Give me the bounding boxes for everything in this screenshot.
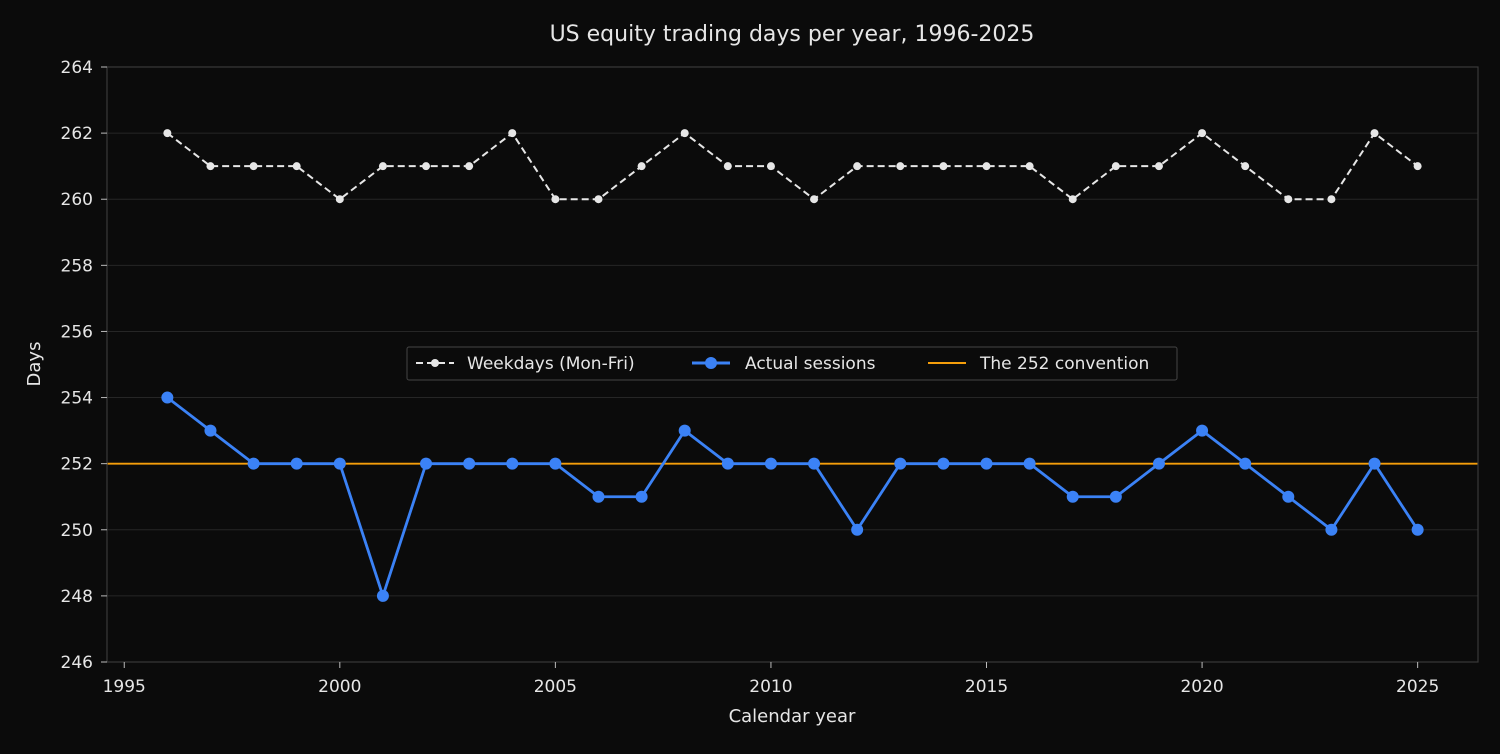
data-point-actual-sessions <box>980 457 993 470</box>
x-tick-label: 1995 <box>103 677 146 697</box>
data-point-actual-sessions <box>290 457 303 470</box>
data-point-actual-sessions <box>1066 490 1079 503</box>
data-point-weekdays <box>723 162 732 171</box>
x-tick-label: 2010 <box>749 677 792 697</box>
x-tick-label: 2015 <box>965 677 1008 697</box>
y-axis-label: Days <box>24 342 45 387</box>
data-point-actual-sessions <box>937 457 950 470</box>
series-line-actual-sessions <box>166 396 1419 598</box>
data-point-weekdays <box>982 162 991 171</box>
data-point-weekdays <box>335 195 344 204</box>
x-tick-label: 2005 <box>534 677 577 697</box>
legend-box <box>406 346 1178 381</box>
data-point-actual-sessions <box>721 457 734 470</box>
data-point-weekdays <box>1241 162 1250 171</box>
data-point-actual-sessions <box>635 490 648 503</box>
data-point-weekdays <box>1025 162 1034 171</box>
y-tick-label: 252 <box>61 455 93 475</box>
y-axis: 246 248 250 252 254 256 258 260 262 264 <box>61 58 107 673</box>
data-point-weekdays <box>939 162 948 171</box>
data-point-actual-sessions <box>1152 457 1165 470</box>
data-point-weekdays <box>422 162 431 171</box>
y-tick-label: 258 <box>61 256 93 276</box>
data-point-actual-sessions <box>204 424 217 437</box>
data-point-actual-sessions <box>506 457 519 470</box>
y-tick-label: 264 <box>61 58 93 78</box>
data-point-actual-sessions <box>1282 490 1295 503</box>
data-point-weekdays <box>1284 195 1293 204</box>
x-tick-label: 2020 <box>1180 677 1223 697</box>
data-point-actual-sessions <box>851 523 864 536</box>
legend-label-weekdays: Weekdays (Mon-Fri) <box>467 354 635 374</box>
data-point-weekdays <box>378 162 387 171</box>
data-point-weekdays <box>766 162 775 171</box>
data-point-actual-sessions <box>1411 523 1424 536</box>
data-point-actual-sessions <box>894 457 907 470</box>
data-point-actual-sessions <box>1196 424 1209 437</box>
data-point-actual-sessions <box>549 457 562 470</box>
series-layer <box>161 129 1424 602</box>
data-point-weekdays <box>1198 129 1207 138</box>
data-point-actual-sessions <box>764 457 777 470</box>
x-tick-label: 2025 <box>1396 677 1439 697</box>
data-point-actual-sessions <box>376 589 389 602</box>
plot-frame <box>106 66 1479 663</box>
data-point-actual-sessions <box>161 391 174 404</box>
y-tick-label: 262 <box>61 124 93 144</box>
y-tick-label: 248 <box>61 587 93 607</box>
y-tick-label: 250 <box>61 521 93 541</box>
x-axis-label: Calendar year <box>729 706 856 727</box>
y-tick-label: 256 <box>61 322 93 342</box>
data-point-weekdays <box>1111 162 1120 171</box>
data-point-actual-sessions <box>678 424 691 437</box>
chart-title: US equity trading days per year, 1996-20… <box>550 22 1035 47</box>
data-point-actual-sessions <box>1239 457 1252 470</box>
data-point-weekdays <box>1413 162 1422 171</box>
data-point-weekdays <box>551 195 560 204</box>
legend: Weekdays (Mon-Fri) Actual sessions The 2… <box>406 346 1178 381</box>
data-point-weekdays <box>1068 195 1077 204</box>
data-point-actual-sessions <box>808 457 821 470</box>
legend-label-252: The 252 convention <box>979 354 1149 374</box>
legend-marker-weekdays-point <box>431 359 439 367</box>
y-tick-label: 260 <box>61 190 93 210</box>
data-point-weekdays <box>465 162 474 171</box>
data-point-weekdays <box>206 162 215 171</box>
series-line-weekdays <box>166 132 1419 201</box>
data-point-actual-sessions <box>592 490 605 503</box>
data-point-weekdays <box>249 162 258 171</box>
data-point-actual-sessions <box>1325 523 1338 536</box>
data-point-actual-sessions <box>1109 490 1122 503</box>
data-point-weekdays <box>896 162 905 171</box>
x-axis: 1995 2000 2005 2010 2015 2020 2025 <box>103 662 1439 697</box>
data-point-weekdays <box>853 162 862 171</box>
data-point-actual-sessions <box>333 457 346 470</box>
x-tick-label: 2000 <box>318 677 361 697</box>
data-point-weekdays <box>1370 129 1379 138</box>
data-point-actual-sessions <box>247 457 260 470</box>
data-point-actual-sessions <box>463 457 476 470</box>
data-point-weekdays <box>1154 162 1163 171</box>
y-tick-label: 254 <box>61 389 93 409</box>
legend-marker-actual-point <box>705 357 717 369</box>
data-point-weekdays <box>680 129 689 138</box>
data-point-weekdays <box>594 195 603 204</box>
data-point-weekdays <box>810 195 819 204</box>
data-point-weekdays <box>292 162 301 171</box>
data-point-weekdays <box>163 129 172 138</box>
y-tick-label: 246 <box>61 653 93 673</box>
data-point-actual-sessions <box>1368 457 1381 470</box>
data-point-weekdays <box>1327 195 1336 204</box>
data-point-weekdays <box>508 129 517 138</box>
data-point-actual-sessions <box>1023 457 1036 470</box>
data-point-actual-sessions <box>420 457 433 470</box>
legend-label-actual: Actual sessions <box>745 354 876 374</box>
data-point-weekdays <box>637 162 646 171</box>
